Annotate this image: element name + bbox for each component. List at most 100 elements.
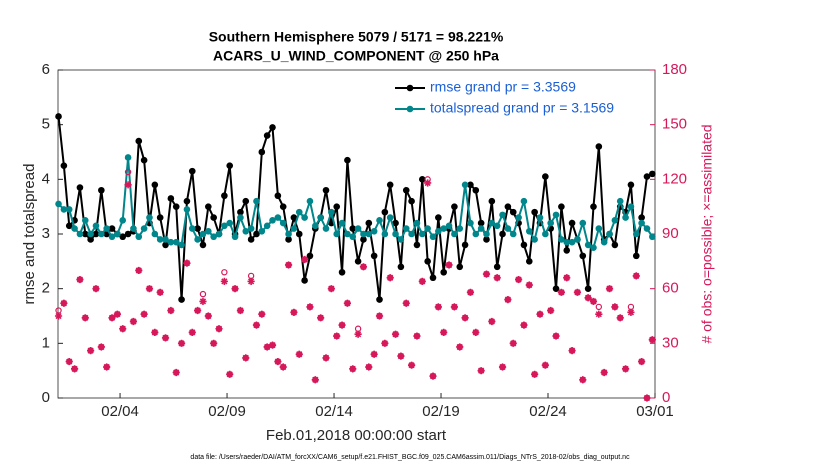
series-marker [386, 181, 394, 189]
series-marker [536, 214, 544, 221]
series-marker [467, 181, 474, 189]
series-marker [156, 236, 164, 243]
series-marker [98, 230, 105, 238]
series-marker [87, 236, 94, 243]
obs-assimilated-marker [445, 261, 453, 269]
series-marker [563, 247, 571, 254]
series-marker [199, 230, 207, 238]
obs-assimilated-marker [429, 372, 437, 380]
series-marker [499, 230, 506, 238]
series-marker [328, 208, 335, 216]
obs-assimilated-marker [87, 347, 95, 355]
series-marker [290, 225, 298, 232]
series-marker [183, 206, 191, 213]
series-marker [365, 219, 373, 227]
series-marker [381, 208, 389, 216]
series-marker [253, 230, 260, 238]
obs-assimilated-marker [547, 306, 555, 315]
series-marker [392, 219, 399, 227]
series-marker [568, 238, 576, 246]
series-marker [531, 208, 538, 216]
obs-assimilated-marker [498, 363, 507, 371]
series-marker [440, 268, 447, 276]
obs-assimilated-marker [70, 365, 79, 373]
obs-assimilated-marker [161, 334, 170, 342]
series-marker [354, 258, 362, 265]
obs-assimilated-marker [338, 321, 346, 329]
series-marker [611, 241, 619, 249]
series-marker [520, 197, 528, 205]
series-marker [263, 222, 271, 230]
series-marker [451, 230, 458, 238]
series-marker [579, 219, 587, 227]
series-marker [451, 203, 458, 210]
obs-assimilated-marker [402, 299, 410, 307]
series-marker [285, 236, 292, 243]
series-marker [584, 285, 592, 292]
legend-label: totalspread grand pr = 3.1569 [430, 100, 614, 116]
series-marker [424, 225, 431, 232]
series-marker [531, 236, 538, 243]
series-marker [279, 203, 287, 210]
series-marker [488, 219, 496, 227]
series-marker [247, 236, 255, 243]
series-marker [547, 219, 554, 227]
series-marker [274, 214, 282, 221]
y2-tick-label: 30 [662, 334, 679, 351]
series-marker [188, 225, 196, 232]
series-marker [231, 233, 239, 241]
series-marker [360, 230, 367, 238]
series-marker [87, 230, 94, 238]
y-tick-label: 4 [42, 170, 50, 187]
series-marker [397, 236, 405, 243]
series-marker [263, 132, 271, 139]
series-marker [606, 230, 613, 238]
obs-assimilated-marker [231, 285, 239, 293]
obs-assimilated-marker [226, 370, 234, 378]
series-marker [632, 252, 640, 260]
x-tick-label: 02/14 [315, 403, 353, 420]
obs-assimilated-marker [199, 297, 207, 306]
obs-assimilated-marker [263, 343, 271, 351]
y-tick-label: 3 [42, 225, 50, 242]
obs-assimilated-marker [177, 339, 186, 347]
obs-assimilated-marker [92, 285, 100, 293]
series-marker [622, 214, 629, 221]
x-tick-label: 02/19 [422, 403, 460, 420]
obs-assimilated-marker [317, 314, 325, 322]
obs-assimilated-marker [488, 317, 496, 326]
series-marker [638, 219, 645, 227]
series-marker [119, 233, 127, 241]
obs-assimilated-marker [541, 361, 549, 369]
series-marker [135, 233, 143, 241]
series-marker [392, 230, 399, 238]
obs-possible-marker [221, 269, 228, 276]
series-marker [440, 225, 447, 232]
series-marker [322, 186, 330, 194]
series-marker [108, 233, 116, 241]
obs-assimilated-marker [504, 296, 512, 304]
obs-assimilated-marker [215, 325, 223, 333]
obs-assimilated-marker [466, 288, 475, 296]
series-marker [333, 230, 341, 238]
series-marker [60, 206, 68, 213]
series-marker [418, 176, 426, 183]
series-marker [354, 225, 362, 232]
series-marker [504, 225, 512, 232]
series-marker [76, 184, 84, 191]
series-marker [360, 236, 367, 243]
series-marker [295, 230, 303, 238]
series-marker [306, 252, 314, 260]
series-marker [590, 244, 597, 251]
series-marker [151, 230, 159, 238]
series-marker [156, 214, 164, 221]
obs-assimilated-marker [156, 288, 164, 296]
x-tick-label: 02/09 [208, 403, 246, 420]
series-marker [488, 197, 496, 205]
obs-assimilated-marker [76, 275, 84, 284]
series-marker [568, 219, 576, 227]
obs-assimilated-marker [536, 310, 544, 318]
obs-assimilated-marker [477, 367, 485, 375]
series-marker [627, 181, 635, 189]
obs-assimilated-marker [413, 332, 421, 340]
